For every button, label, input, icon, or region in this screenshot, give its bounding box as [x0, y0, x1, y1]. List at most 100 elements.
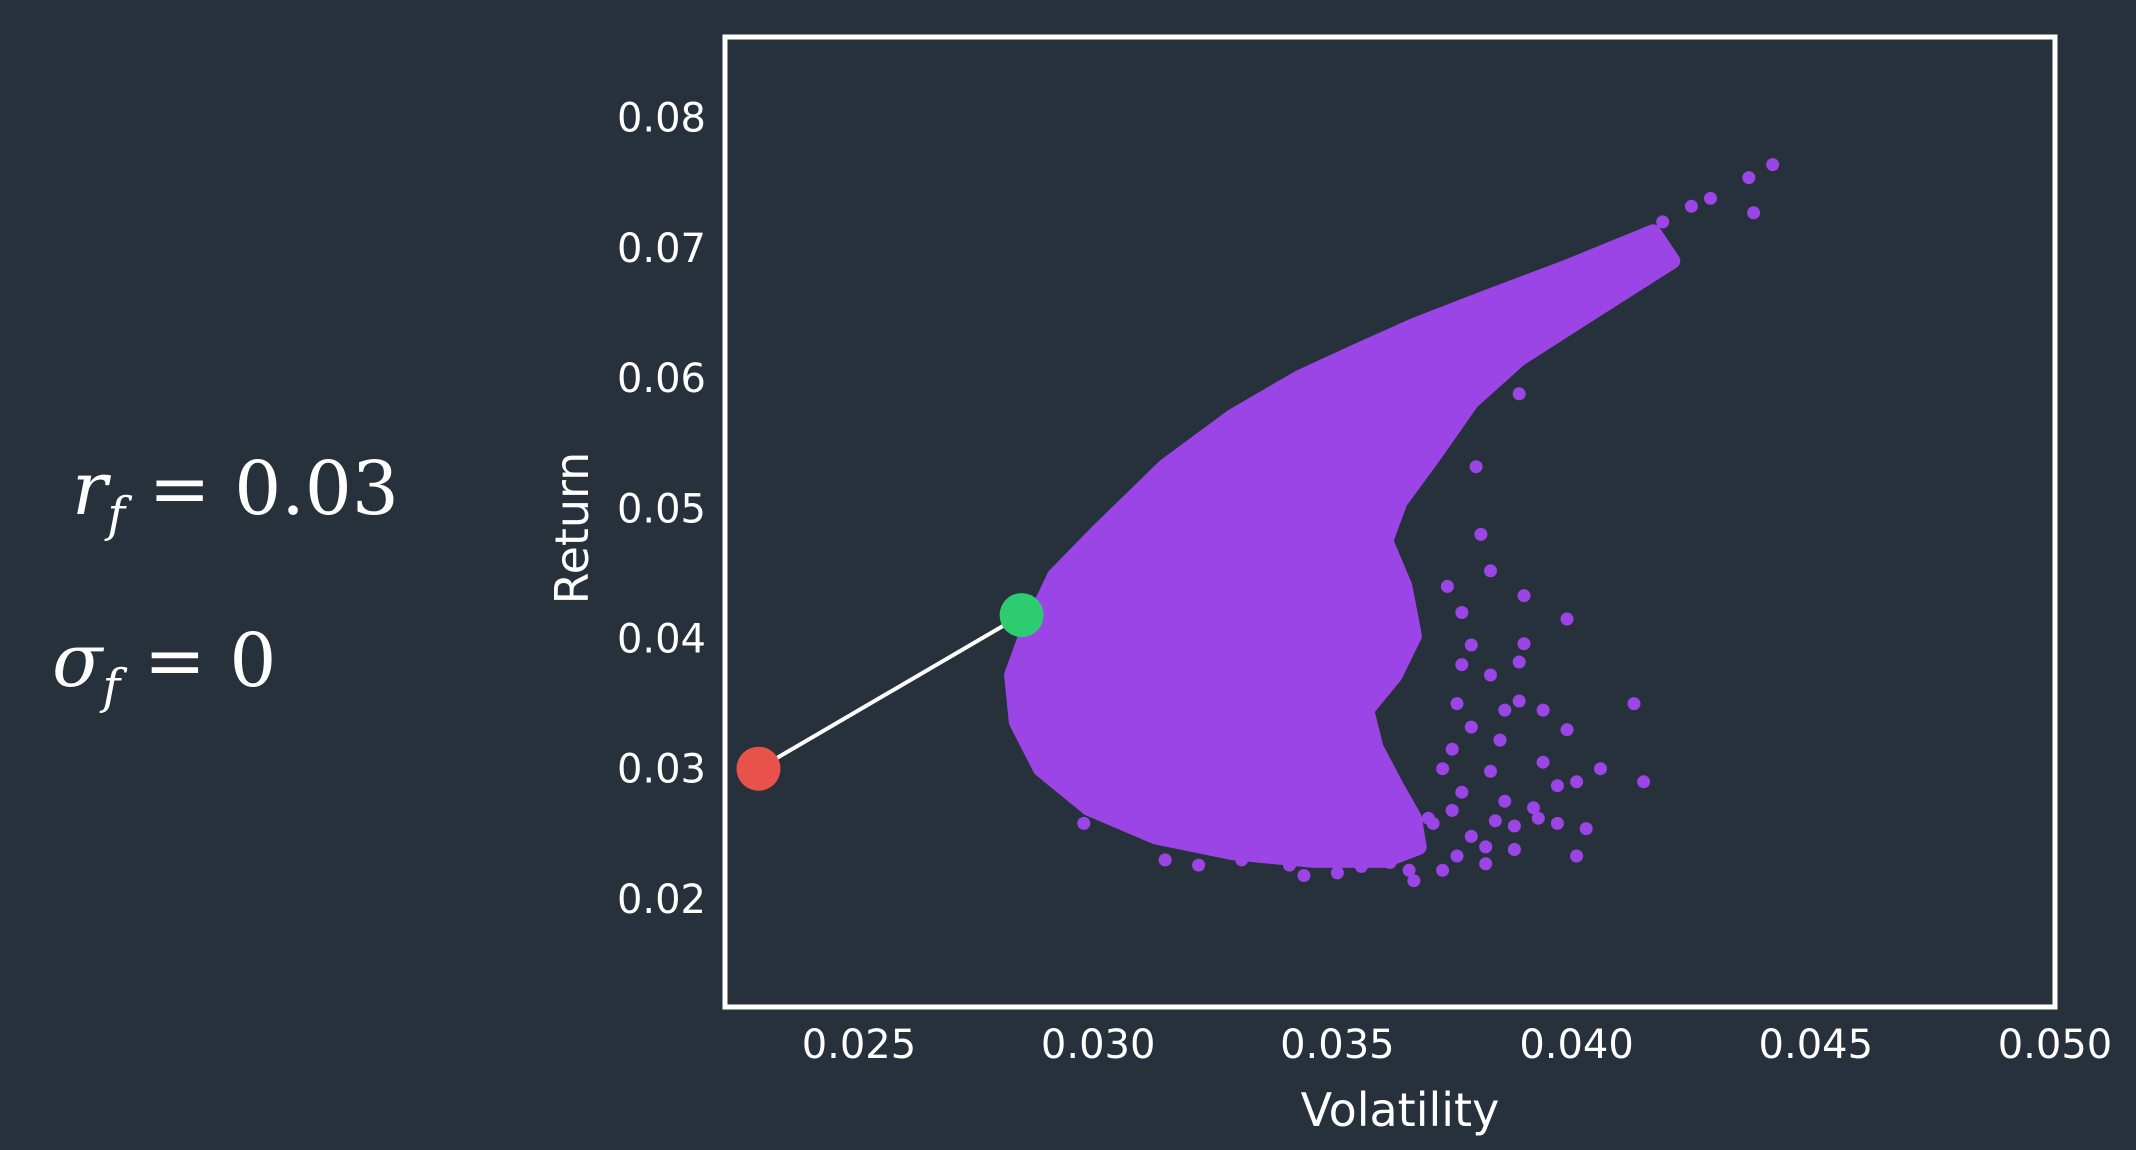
plot-frame [722, 34, 2058, 1010]
portfolio-point [1541, 332, 1555, 346]
portfolio-point [1627, 241, 1641, 255]
portfolio-point [1550, 779, 1564, 793]
portfolio-point [1550, 816, 1564, 830]
portfolio-point [1077, 816, 1091, 830]
portfolio-point [1445, 803, 1459, 817]
portfolio-point [1407, 874, 1421, 888]
portfolio-point [1455, 410, 1469, 424]
portfolio-point [1498, 703, 1512, 717]
portfolio-point [1436, 432, 1450, 446]
y-tick-label: 0.08 [617, 96, 706, 142]
portfolio-point [1402, 863, 1416, 877]
y-axis-title: Return [545, 452, 599, 605]
portfolio-cloud-region [1004, 224, 1681, 868]
return-subscript: f [107, 486, 126, 543]
x-tick-label: 0.045 [1759, 1022, 1874, 1068]
portfolio-point [1766, 158, 1780, 172]
allocation-line-layer [736, 593, 1044, 791]
portfolio-point [1484, 764, 1497, 778]
portfolio-point [1479, 840, 1493, 854]
volatility-subscript: f [102, 658, 121, 715]
portfolio-point [1393, 846, 1407, 860]
y-tick-label: 0.04 [617, 617, 706, 663]
portfolio-point [1527, 801, 1540, 815]
portfolio-point [1704, 191, 1717, 205]
portfolio-point [1507, 819, 1521, 833]
portfolio-point [1469, 460, 1483, 474]
portfolio-point [1517, 589, 1531, 603]
portfolio-point [1436, 863, 1450, 877]
portfolio-point [1684, 199, 1698, 213]
portfolio-point [1455, 785, 1469, 799]
portfolio-point [1637, 775, 1651, 789]
portfolio-point [1570, 775, 1584, 789]
tangency-portfolio-point [999, 593, 1044, 638]
portfolio-point [1464, 829, 1478, 843]
portfolio-point [1517, 637, 1531, 651]
portfolio-point [1570, 313, 1584, 326]
portfolio-point [1512, 387, 1526, 401]
plot-frame-layer [722, 34, 2058, 1010]
portfolio-point [1235, 853, 1249, 867]
x-tick-label: 0.030 [1041, 1022, 1156, 1068]
portfolio-point [1412, 833, 1426, 847]
portfolio-point [1536, 703, 1550, 717]
portfolio-point [1455, 606, 1469, 619]
portfolio-cloud-layer [1004, 158, 1780, 888]
portfolio-point [1560, 723, 1574, 737]
volatility-value: = 0 [143, 618, 277, 704]
portfolio-point [1594, 762, 1607, 776]
volatility-symbol: σ [52, 618, 103, 704]
portfolio-point [1498, 794, 1512, 808]
return-value: = 0.03 [148, 446, 399, 532]
portfolio-point [1747, 206, 1761, 220]
portfolio-point [1383, 856, 1397, 869]
portfolio-point [1354, 859, 1368, 873]
portfolio-point [1531, 811, 1545, 825]
portfolio-point [1656, 215, 1670, 229]
portfolio-point [1493, 733, 1507, 747]
risk-free-volatility-formula: σf = 0 [52, 624, 276, 711]
y-tick-label: 0.02 [617, 877, 706, 923]
x-tick-label: 0.050 [1998, 1022, 2113, 1068]
portfolio-point [1512, 694, 1526, 708]
portfolio-point [1330, 866, 1344, 880]
portfolio-point [1570, 849, 1584, 863]
portfolio-point [1627, 697, 1641, 711]
portfolio-point [1560, 612, 1574, 626]
portfolio-point [1488, 814, 1502, 828]
portfolio-point [1474, 527, 1488, 541]
portfolio-point [1440, 579, 1454, 593]
risk-free-return-formula: rf = 0.03 [72, 452, 399, 539]
portfolio-point [1436, 762, 1450, 776]
portfolio-point [1297, 869, 1311, 882]
portfolio-point [1742, 171, 1756, 185]
return-symbol: r [72, 446, 108, 532]
portfolio-point [1464, 638, 1478, 652]
x-tick-label: 0.025 [802, 1022, 917, 1068]
portfolio-point [1479, 857, 1493, 871]
portfolio-point [1589, 264, 1603, 278]
portfolio-point [1484, 668, 1497, 682]
capital-allocation-line [757, 613, 1023, 771]
portfolio-point [1579, 822, 1593, 836]
portfolio-point [1507, 843, 1521, 856]
portfolio-point [1484, 564, 1497, 578]
y-tick-label: 0.05 [617, 486, 706, 532]
y-tick-label: 0.07 [617, 226, 706, 272]
x-axis-title: Volatility [1301, 1083, 1500, 1137]
portfolio-point [1450, 697, 1464, 711]
x-tick-labels: 0.025 0.030 0.035 0.040 0.045 0.050 [802, 1022, 2113, 1068]
x-tick-label: 0.035 [1280, 1022, 1395, 1068]
x-tick-label: 0.040 [1519, 1022, 1634, 1068]
y-tick-label: 0.03 [617, 747, 706, 793]
portfolio-point [1450, 849, 1464, 863]
portfolio-point [1464, 720, 1478, 734]
portfolio-point [1192, 858, 1206, 872]
portfolio-point [1536, 755, 1550, 769]
portfolio-point [1455, 658, 1469, 672]
portfolio-point [1158, 853, 1172, 867]
y-tick-labels: 0.02 0.03 0.04 0.05 0.06 0.07 0.08 [617, 96, 706, 923]
risk-free-asset-point [736, 746, 781, 791]
